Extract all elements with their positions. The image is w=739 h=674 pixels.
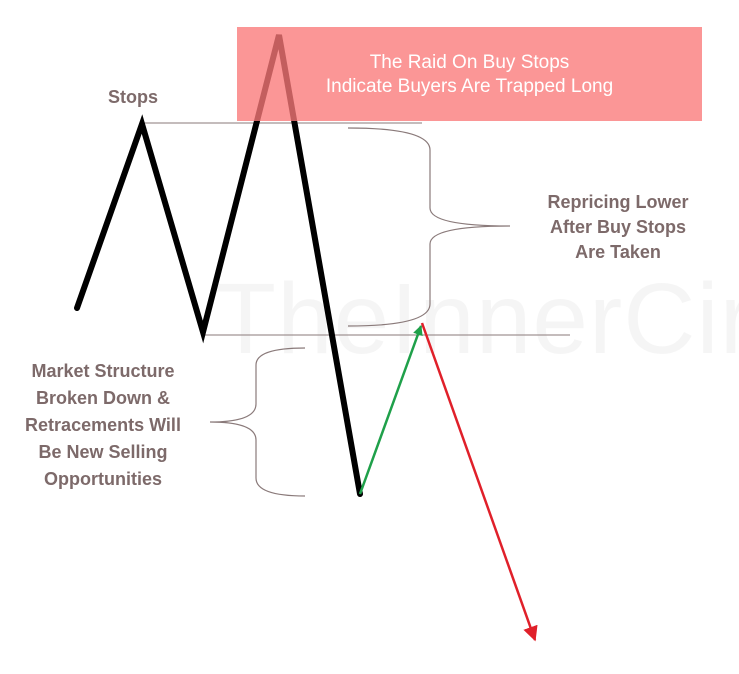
structure-line-1: Market Structure xyxy=(31,361,175,381)
structure-label: Market Structure Broken Down & Retraceme… xyxy=(0,358,206,493)
repricing-label: Repricing Lower After Buy Stops Are Take… xyxy=(520,190,716,265)
structure-line-2: Broken Down & xyxy=(35,388,170,408)
structure-line-5: Opportunities xyxy=(44,469,162,489)
repricing-line-1: Repricing Lower xyxy=(547,192,689,212)
structure-line-4: Be New Selling xyxy=(38,442,168,462)
raid-banner: The Raid On Buy Stops Indicate Buyers Ar… xyxy=(237,27,702,121)
price-path xyxy=(74,34,363,497)
structure-line-3: Retracements Will xyxy=(25,415,181,435)
structure-brace xyxy=(209,347,306,497)
repricing-line-3: Are Taken xyxy=(575,242,661,262)
repricing-brace xyxy=(347,127,511,327)
stops-label: Stops xyxy=(108,87,159,107)
selling-arrow xyxy=(420,322,538,642)
retracement-arrow xyxy=(358,325,423,495)
banner-line-1: The Raid On Buy Stops xyxy=(369,52,570,73)
repricing-line-2: After Buy Stops xyxy=(549,217,686,237)
banner-line-2: Indicate Buyers Are Trapped Long xyxy=(325,76,614,97)
